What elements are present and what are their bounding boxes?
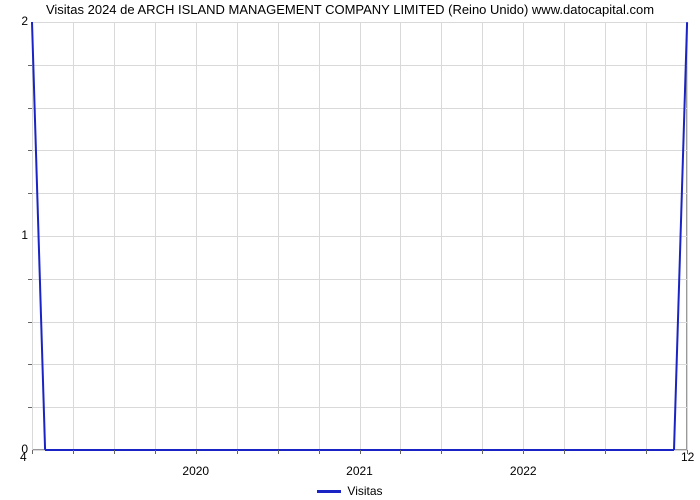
x-minor-tick <box>441 450 442 454</box>
plot-area <box>32 22 687 450</box>
legend-label: Visitas <box>347 484 382 498</box>
x-minor-tick <box>482 450 483 454</box>
gridline-h <box>32 407 687 408</box>
gridline-h <box>32 236 687 237</box>
y-minor-tick <box>28 364 32 365</box>
gridline-v <box>687 22 688 450</box>
x-axis-label: 2020 <box>182 464 209 478</box>
gridline-h <box>32 22 687 23</box>
y-axis-label: 1 <box>8 228 28 242</box>
x-minor-tick <box>523 450 524 454</box>
gridline-h <box>32 150 687 151</box>
gridline-h <box>32 364 687 365</box>
x-minor-tick <box>278 450 279 454</box>
secondary-y-top: 4 <box>20 450 27 464</box>
x-minor-tick <box>400 450 401 454</box>
y-minor-tick <box>28 65 32 66</box>
x-minor-tick <box>360 450 361 454</box>
legend: Visitas <box>0 484 700 498</box>
x-axis-label: 2021 <box>346 464 373 478</box>
x-minor-tick <box>564 450 565 454</box>
x-minor-tick <box>237 450 238 454</box>
y-axis-label: 2 <box>8 14 28 28</box>
y-minor-tick <box>28 322 32 323</box>
gridline-h <box>32 322 687 323</box>
x-minor-tick <box>319 450 320 454</box>
gridline-h <box>32 279 687 280</box>
y-minor-tick <box>28 193 32 194</box>
x-minor-tick <box>155 450 156 454</box>
y-minor-tick <box>28 108 32 109</box>
gridline-h <box>32 193 687 194</box>
legend-swatch <box>317 490 341 493</box>
chart-title: Visitas 2024 de ARCH ISLAND MANAGEMENT C… <box>0 2 700 17</box>
y-minor-tick <box>28 150 32 151</box>
x-minor-tick <box>73 450 74 454</box>
x-minor-tick <box>687 450 688 454</box>
x-minor-tick <box>196 450 197 454</box>
x-axis-label: 2022 <box>510 464 537 478</box>
x-minor-tick <box>114 450 115 454</box>
x-minor-tick <box>605 450 606 454</box>
y-minor-tick <box>28 279 32 280</box>
x-minor-tick <box>646 450 647 454</box>
gridline-h <box>32 108 687 109</box>
gridline-h <box>32 65 687 66</box>
x-minor-tick <box>32 450 33 454</box>
y-minor-tick <box>28 407 32 408</box>
